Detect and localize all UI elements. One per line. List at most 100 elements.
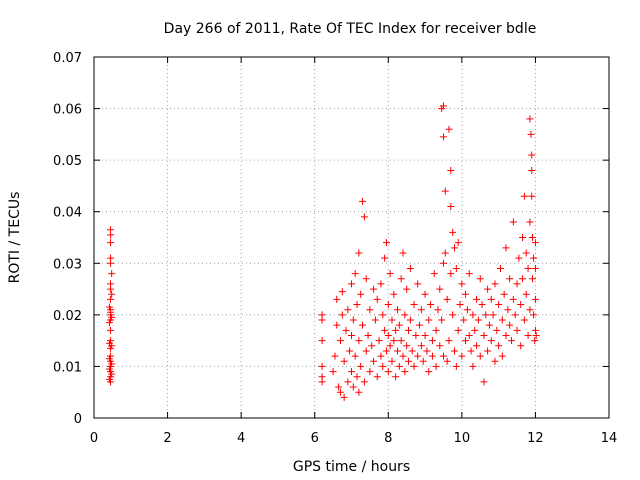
data-point xyxy=(382,239,390,247)
data-point xyxy=(105,319,113,327)
data-point xyxy=(493,326,501,334)
data-point xyxy=(425,368,433,376)
x-axis-label: GPS time / hours xyxy=(293,459,410,475)
data-point xyxy=(484,285,492,293)
data-point xyxy=(460,316,468,324)
data-point xyxy=(406,316,414,324)
data-point xyxy=(340,393,348,401)
data-point xyxy=(371,316,379,324)
data-point xyxy=(487,295,495,303)
data-point xyxy=(498,316,506,324)
data-point xyxy=(522,290,530,298)
data-point xyxy=(506,321,514,329)
data-point xyxy=(487,337,495,345)
data-point xyxy=(509,295,517,303)
data-point xyxy=(399,249,407,257)
data-point xyxy=(381,254,389,262)
x-tick-label: 6 xyxy=(311,431,319,446)
data-point xyxy=(406,264,414,272)
data-point xyxy=(359,321,367,329)
data-point xyxy=(355,249,363,257)
data-point xyxy=(443,357,451,365)
data-point xyxy=(458,352,466,360)
data-point xyxy=(517,301,525,309)
data-point xyxy=(454,239,462,247)
data-point xyxy=(480,331,488,339)
data-point xyxy=(425,316,433,324)
data-point xyxy=(338,288,346,296)
data-point xyxy=(491,280,499,288)
data-point xyxy=(531,264,539,272)
data-point xyxy=(344,306,352,314)
data-point xyxy=(355,337,363,345)
data-point xyxy=(428,352,436,360)
data-point xyxy=(360,213,368,221)
data-point xyxy=(489,311,497,319)
x-tick-label: 4 xyxy=(237,431,245,446)
data-points xyxy=(105,102,540,401)
data-point xyxy=(410,301,418,309)
data-point xyxy=(449,228,457,236)
data-point xyxy=(528,275,536,283)
data-point xyxy=(439,352,447,360)
data-point xyxy=(528,234,536,241)
data-point xyxy=(388,316,396,324)
data-point xyxy=(348,331,355,339)
data-point xyxy=(528,166,536,174)
data-point xyxy=(393,306,401,314)
data-point xyxy=(373,373,381,381)
data-point xyxy=(338,311,346,319)
data-point xyxy=(357,362,365,370)
data-point xyxy=(108,360,116,368)
data-point xyxy=(397,337,405,345)
data-point xyxy=(447,203,455,211)
data-point xyxy=(530,311,538,319)
data-point xyxy=(480,378,488,386)
data-point xyxy=(532,331,540,339)
data-point xyxy=(465,331,473,339)
data-point xyxy=(456,301,464,309)
data-point xyxy=(476,352,484,360)
data-point xyxy=(439,102,447,110)
data-point xyxy=(108,270,116,278)
data-point xyxy=(388,357,396,365)
data-point xyxy=(463,306,471,314)
data-point xyxy=(482,311,490,319)
data-point xyxy=(526,218,534,226)
data-point xyxy=(390,337,398,345)
x-tick-label: 2 xyxy=(163,431,171,446)
data-point xyxy=(447,270,455,278)
data-point xyxy=(318,311,326,319)
data-point xyxy=(107,239,115,247)
data-point xyxy=(366,306,374,314)
data-point xyxy=(107,326,115,334)
data-point xyxy=(469,362,477,370)
data-point xyxy=(500,290,508,298)
data-point xyxy=(370,357,378,365)
data-point xyxy=(108,290,116,298)
data-point xyxy=(349,383,357,391)
data-point xyxy=(355,388,363,396)
data-point xyxy=(417,342,425,350)
data-point xyxy=(508,337,516,345)
data-point xyxy=(105,303,113,311)
data-point xyxy=(495,301,503,309)
data-point xyxy=(469,311,477,319)
data-point xyxy=(107,295,115,303)
data-point xyxy=(392,326,400,334)
data-point xyxy=(419,357,427,365)
data-point xyxy=(107,280,115,288)
data-point xyxy=(423,347,431,355)
data-point xyxy=(496,264,504,272)
data-point xyxy=(524,264,532,272)
data-point xyxy=(436,342,444,350)
data-point xyxy=(434,306,442,314)
data-point xyxy=(329,368,337,376)
data-point xyxy=(471,326,479,334)
data-point xyxy=(445,125,453,133)
data-point xyxy=(403,342,411,350)
data-point xyxy=(430,270,438,278)
data-point xyxy=(473,295,481,303)
data-point xyxy=(395,362,403,370)
data-point xyxy=(417,306,425,314)
